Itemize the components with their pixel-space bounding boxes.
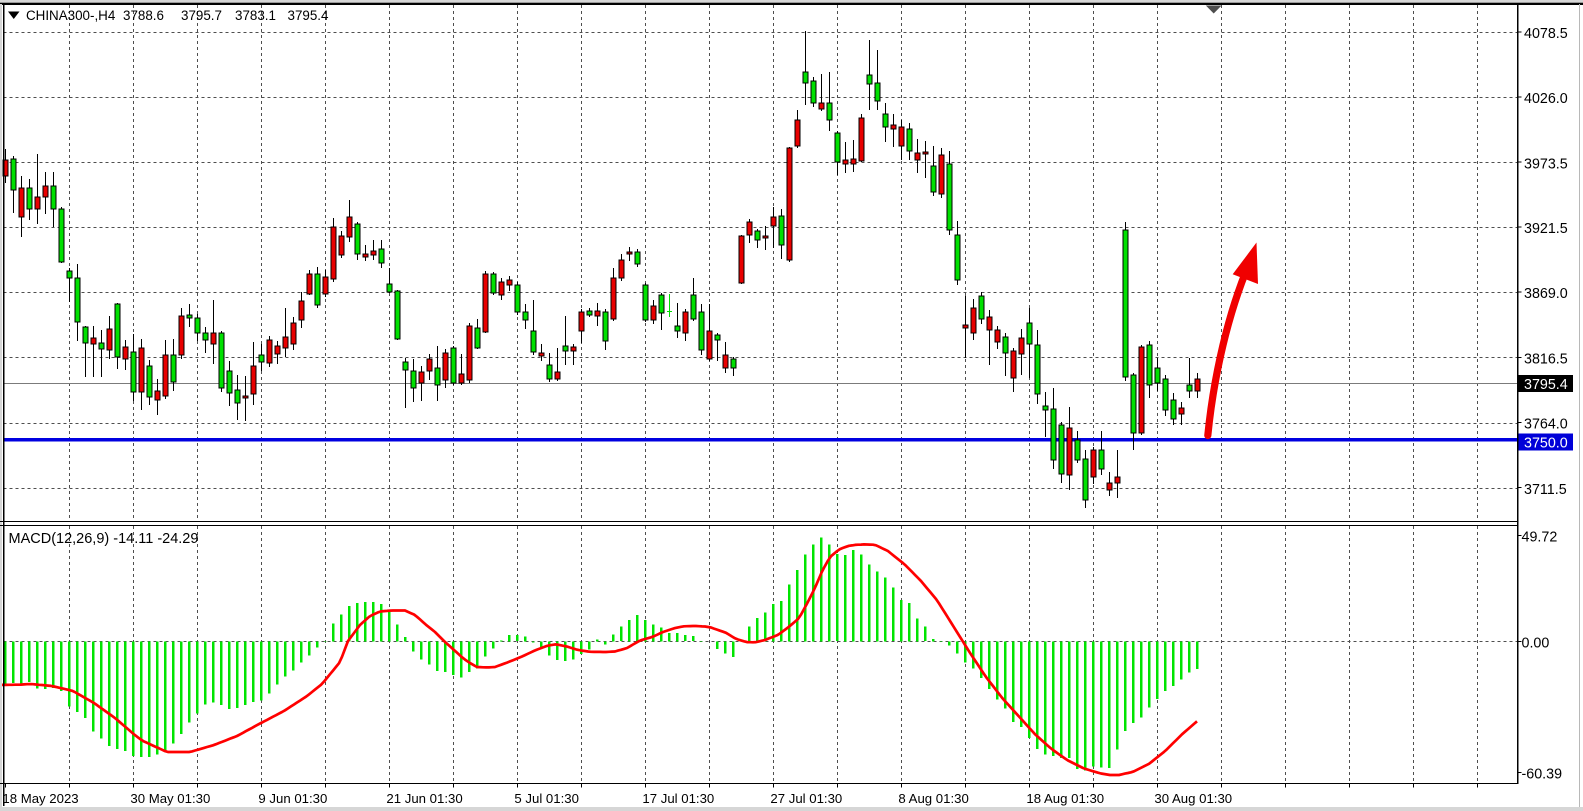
svg-text:MACD(12,26,9) -14.11 -24.29: MACD(12,26,9) -14.11 -24.29 [9,531,199,547]
svg-text:3795.4: 3795.4 [288,8,330,23]
svg-text:3783.1: 3783.1 [235,8,276,23]
svg-text:-60.39: -60.39 [1522,767,1563,783]
svg-text:8 Aug 01:30: 8 Aug 01:30 [898,791,968,806]
svg-text:3750.0: 3750.0 [1524,435,1568,451]
svg-text:5 Jul 01:30: 5 Jul 01:30 [514,791,579,806]
svg-text:3795.7: 3795.7 [181,8,222,23]
svg-text:18 Aug 01:30: 18 Aug 01:30 [1026,791,1104,806]
svg-text:3788.6: 3788.6 [123,8,164,23]
svg-text:0.00: 0.00 [1522,635,1550,651]
svg-text:3795.4: 3795.4 [1524,377,1568,393]
svg-text:17 Jul 01:30: 17 Jul 01:30 [642,791,714,806]
svg-text:9 Jun 01:30: 9 Jun 01:30 [258,791,327,806]
svg-text:18 May 2023: 18 May 2023 [2,791,78,806]
svg-text:30 May 01:30: 30 May 01:30 [130,791,210,806]
svg-text:21 Jun 01:30: 21 Jun 01:30 [386,791,462,806]
svg-text:4078.5: 4078.5 [1524,26,1568,42]
svg-text:3764.0: 3764.0 [1524,417,1568,433]
svg-text:27 Jul 01:30: 27 Jul 01:30 [770,791,842,806]
svg-text:CHINA300-,H4: CHINA300-,H4 [26,8,116,23]
svg-text:3869.0: 3869.0 [1524,286,1568,302]
svg-text:4026.0: 4026.0 [1524,91,1568,107]
svg-text:49.72: 49.72 [1522,530,1558,546]
svg-text:3973.5: 3973.5 [1524,156,1568,172]
svg-text:3921.5: 3921.5 [1524,221,1568,237]
svg-text:30 Aug 01:30: 30 Aug 01:30 [1154,791,1232,806]
svg-text:3816.5: 3816.5 [1524,351,1568,367]
svg-text:3711.5: 3711.5 [1524,482,1567,498]
